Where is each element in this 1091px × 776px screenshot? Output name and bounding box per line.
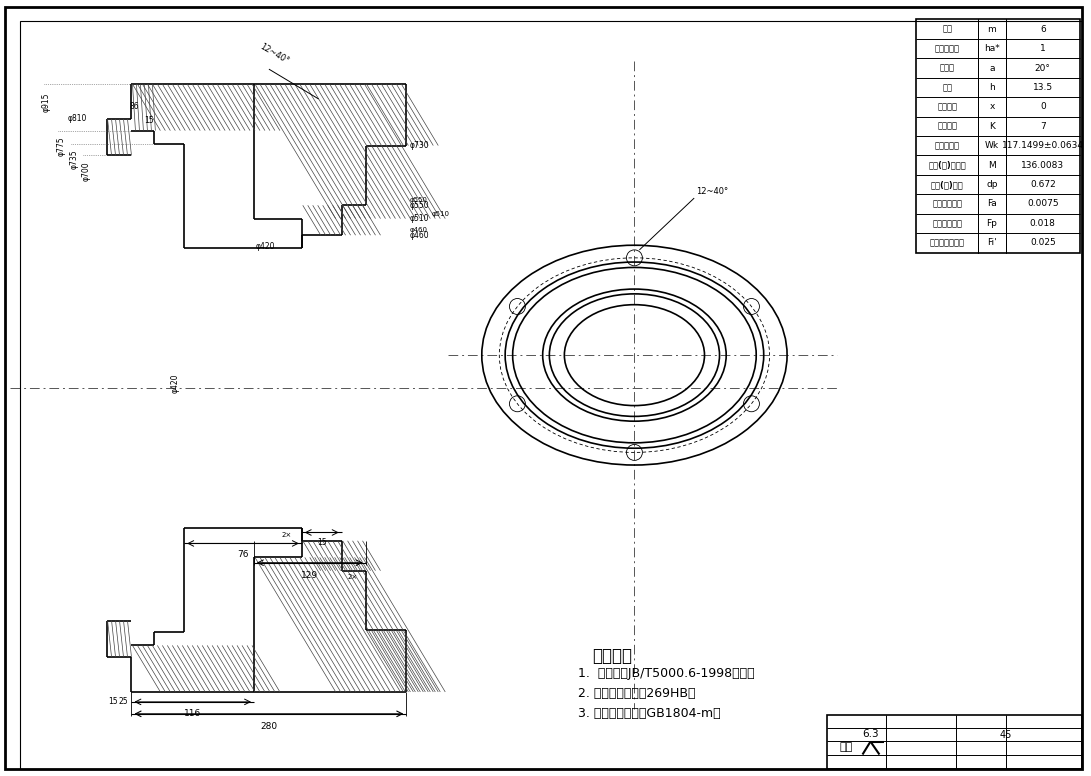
- Text: 0.672: 0.672: [1030, 180, 1056, 189]
- Text: Fa: Fa: [987, 199, 997, 209]
- Text: 2×: 2×: [347, 573, 358, 580]
- Text: 76: 76: [237, 550, 249, 559]
- Text: 其余: 其余: [839, 742, 852, 752]
- Text: Fp: Fp: [986, 219, 997, 228]
- Text: φ460: φ460: [409, 230, 429, 240]
- Text: 6.3: 6.3: [862, 729, 878, 739]
- Text: 压力角: 压力角: [939, 64, 955, 72]
- Text: 0: 0: [1040, 102, 1045, 112]
- Text: 6: 6: [1040, 25, 1045, 33]
- Text: φ460: φ460: [409, 227, 428, 234]
- Text: φ700: φ700: [82, 161, 91, 181]
- Text: 15: 15: [109, 697, 118, 706]
- Text: 3. 未注尺寸公差按GB1804-m。: 3. 未注尺寸公差按GB1804-m。: [577, 707, 720, 719]
- Text: 齿顶高系数: 齿顶高系数: [935, 44, 960, 53]
- Text: 12~40°: 12~40°: [696, 187, 729, 196]
- Text: dp: dp: [986, 180, 998, 189]
- Text: φ510: φ510: [431, 210, 449, 217]
- Text: φ915: φ915: [41, 92, 51, 112]
- Text: 0.0075: 0.0075: [1027, 199, 1058, 209]
- Text: 20°: 20°: [1035, 64, 1051, 72]
- Text: 2. 热处理硬度：＞269HB。: 2. 热处理硬度：＞269HB。: [577, 687, 695, 700]
- Text: 0.018: 0.018: [1030, 219, 1056, 228]
- Text: 齿宽: 齿宽: [943, 83, 952, 92]
- Text: 129: 129: [301, 570, 319, 580]
- Text: φ550: φ550: [409, 201, 429, 210]
- Text: 1: 1: [1040, 44, 1045, 53]
- Bar: [827, 715, 1081, 770]
- Text: φ550: φ550: [409, 197, 428, 203]
- Text: 量柱(球)测量距: 量柱(球)测量距: [928, 161, 966, 170]
- Text: 45: 45: [999, 729, 1012, 740]
- Text: 117.1499±0.0634: 117.1499±0.0634: [1002, 141, 1083, 151]
- Text: ha*: ha*: [984, 44, 999, 53]
- Text: 13.5: 13.5: [1033, 83, 1053, 92]
- Bar: [916, 19, 1080, 252]
- Text: 15: 15: [316, 539, 326, 547]
- Text: 齿距累积公差: 齿距累积公差: [932, 199, 962, 209]
- Text: M: M: [988, 161, 996, 170]
- Text: 径向综合总公差: 径向综合总公差: [930, 238, 964, 248]
- Text: 116: 116: [184, 708, 202, 718]
- Text: φ420: φ420: [256, 242, 275, 251]
- Text: φ775: φ775: [57, 137, 65, 156]
- Text: x: x: [990, 102, 995, 112]
- Text: 跨测齿数: 跨测齿数: [937, 122, 957, 131]
- Text: Fi': Fi': [987, 238, 997, 248]
- Text: φ510: φ510: [409, 214, 429, 223]
- Text: 量柱(球)直径: 量柱(球)直径: [931, 180, 963, 189]
- Text: 12~40°: 12~40°: [257, 42, 290, 66]
- Text: 齿距差和公差: 齿距差和公差: [932, 219, 962, 228]
- Text: 公法线长度: 公法线长度: [935, 141, 960, 151]
- Text: 变位系数: 变位系数: [937, 102, 957, 112]
- Text: φ735: φ735: [70, 150, 79, 169]
- Text: 1.  铸钢件按JB/T5000.6-1998验收。: 1. 铸钢件按JB/T5000.6-1998验收。: [577, 667, 754, 680]
- Text: 136.0083: 136.0083: [1021, 161, 1065, 170]
- Text: φ730: φ730: [409, 141, 429, 150]
- Text: 280: 280: [261, 722, 277, 731]
- Text: 模数: 模数: [943, 25, 952, 33]
- Text: 2×: 2×: [281, 532, 291, 539]
- Text: m: m: [987, 25, 996, 33]
- Text: K: K: [990, 122, 995, 131]
- Text: 技术要求: 技术要求: [592, 647, 633, 665]
- Text: 0.025: 0.025: [1030, 238, 1056, 248]
- Text: 86: 86: [130, 102, 140, 111]
- Text: a: a: [990, 64, 995, 72]
- Text: 15: 15: [145, 116, 154, 125]
- Text: h: h: [990, 83, 995, 92]
- Text: φ420: φ420: [170, 373, 179, 393]
- Text: 25: 25: [119, 697, 128, 706]
- Text: φ810: φ810: [68, 114, 86, 123]
- Text: 7: 7: [1040, 122, 1045, 131]
- Text: Wk: Wk: [985, 141, 999, 151]
